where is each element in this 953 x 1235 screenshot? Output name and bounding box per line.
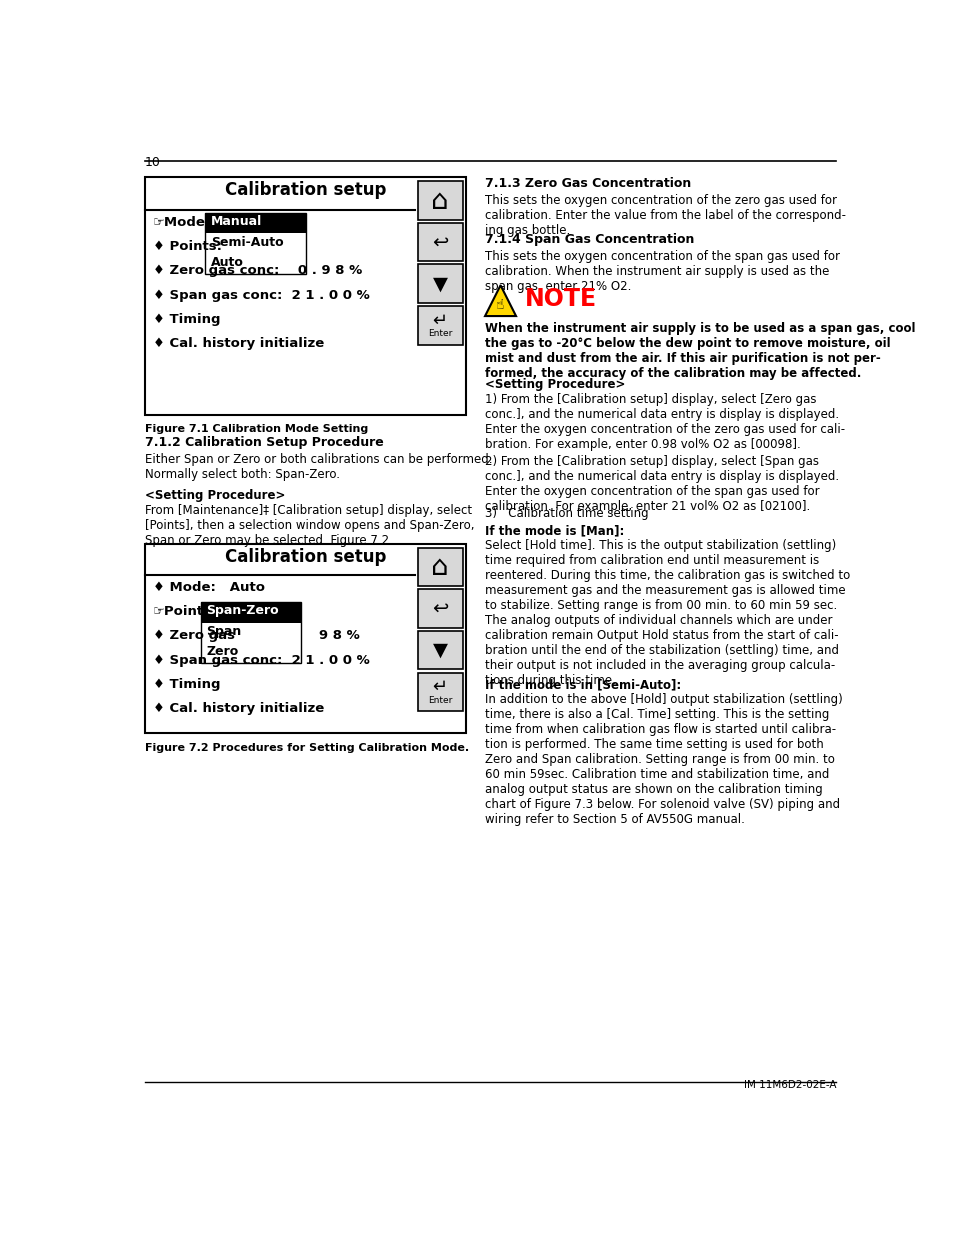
Text: Span: Span (206, 625, 241, 637)
Bar (200, 603, 301, 663)
Text: Manual: Manual (211, 215, 262, 228)
Text: ♦ Timing: ♦ Timing (152, 678, 220, 690)
Text: If the mode is in [Semi-Auto]:: If the mode is in [Semi-Auto]: (484, 678, 680, 690)
Bar (417, 631, 462, 669)
Text: This sets the oxygen concentration of the span gas used for
calibration. When th: This sets the oxygen concentration of th… (484, 249, 840, 293)
Text: Auto: Auto (211, 256, 243, 269)
Bar (200, 603, 301, 622)
Text: ♦ Timing: ♦ Timing (152, 312, 220, 326)
Text: Span-Zero: Span-Zero (206, 604, 278, 618)
Text: ↩: ↩ (432, 232, 448, 252)
Text: ☞Mode:: ☞Mode: (152, 216, 211, 228)
Bar (145, 543, 465, 732)
Text: 1) From the [Calibration setup] display, select [Zero gas
conc.], and the numeri: 1) From the [Calibration setup] display,… (484, 393, 844, 451)
Text: ☝: ☝ (496, 299, 504, 312)
Text: From [Maintenance]‡ [Calibration setup] display, select
[Points], then a selecti: From [Maintenance]‡ [Calibration setup] … (145, 504, 474, 547)
Text: Zero: Zero (206, 645, 238, 658)
Text: Enter: Enter (428, 330, 452, 338)
Text: ☞Points:: ☞Points: (152, 605, 216, 619)
Bar (145, 178, 465, 415)
Text: 10: 10 (145, 156, 160, 169)
Text: ▼: ▼ (432, 274, 447, 293)
Text: Enter: Enter (428, 695, 452, 705)
Text: 7.1.4 Span Gas Concentration: 7.1.4 Span Gas Concentration (484, 233, 694, 246)
Text: ↵: ↵ (432, 311, 447, 330)
Bar (417, 182, 462, 220)
Text: ↩: ↩ (432, 599, 448, 619)
Text: Calibration setup: Calibration setup (224, 182, 386, 199)
Text: 9 8 %: 9 8 % (319, 630, 359, 642)
Text: 7.1.3 Zero Gas Concentration: 7.1.3 Zero Gas Concentration (484, 178, 691, 190)
Text: Figure 7.1 Calibration Mode Setting: Figure 7.1 Calibration Mode Setting (145, 424, 368, 433)
Bar (417, 306, 462, 345)
Text: Figure 7.2 Procedures for Setting Calibration Mode.: Figure 7.2 Procedures for Setting Calibr… (145, 743, 469, 753)
Bar (417, 589, 462, 627)
Text: When the instrument air supply is to be used as a span gas, cool
the gas to -20°: When the instrument air supply is to be … (484, 322, 915, 380)
Text: ♦ Zero gas: ♦ Zero gas (152, 630, 234, 642)
Text: <Setting Procedure>: <Setting Procedure> (145, 489, 285, 501)
Text: In addition to the above [Hold] output stabilization (settling)
time, there is a: In addition to the above [Hold] output s… (484, 693, 841, 826)
Text: ♦ Zero gas conc:    0 . 9 8 %: ♦ Zero gas conc: 0 . 9 8 % (152, 264, 361, 278)
Bar (417, 548, 462, 587)
Text: ♦ Mode:   Auto: ♦ Mode: Auto (152, 580, 264, 594)
Text: Calibration setup: Calibration setup (224, 548, 386, 566)
Text: ♦ Cal. history initialize: ♦ Cal. history initialize (152, 703, 323, 715)
Text: ♦ Points:: ♦ Points: (152, 241, 221, 253)
Text: ♦ Span gas conc:  2 1 . 0 0 %: ♦ Span gas conc: 2 1 . 0 0 % (152, 289, 369, 301)
Text: ⌂: ⌂ (431, 186, 449, 215)
Text: 7.1.2 Calibration Setup Procedure: 7.1.2 Calibration Setup Procedure (145, 436, 383, 450)
Bar (205, 212, 306, 233)
Text: NOTE: NOTE (525, 287, 597, 311)
Polygon shape (484, 285, 516, 316)
Bar (417, 264, 462, 303)
Text: ♦ Span gas conc:  2 1 . 0 0 %: ♦ Span gas conc: 2 1 . 0 0 % (152, 653, 369, 667)
Text: <Setting Procedure>: <Setting Procedure> (484, 378, 625, 390)
Text: Either Span or Zero or both calibrations can be performed.
Normally select both:: Either Span or Zero or both calibrations… (145, 453, 492, 482)
Text: Semi-Auto: Semi-Auto (211, 236, 283, 248)
Bar (417, 673, 462, 711)
Bar (205, 212, 306, 274)
Text: 3)   Calibration time setting: 3) Calibration time setting (484, 508, 648, 520)
Text: ↵: ↵ (432, 678, 447, 697)
Text: ▼: ▼ (432, 641, 447, 659)
Text: This sets the oxygen concentration of the zero gas used for
calibration. Enter t: This sets the oxygen concentration of th… (484, 194, 845, 237)
Text: ♦ Cal. history initialize: ♦ Cal. history initialize (152, 337, 323, 351)
Text: IM 11M6D2-02E-A: IM 11M6D2-02E-A (742, 1079, 835, 1091)
Text: If the mode is [Man]:: If the mode is [Man]: (484, 524, 624, 537)
Text: ⌂: ⌂ (431, 553, 449, 582)
Bar (417, 222, 462, 262)
Text: 2) From the [Calibration setup] display, select [Span gas
conc.], and the numeri: 2) From the [Calibration setup] display,… (484, 454, 839, 513)
Text: Select [Hold time]. This is the output stabilization (settling)
time required fr: Select [Hold time]. This is the output s… (484, 540, 849, 688)
